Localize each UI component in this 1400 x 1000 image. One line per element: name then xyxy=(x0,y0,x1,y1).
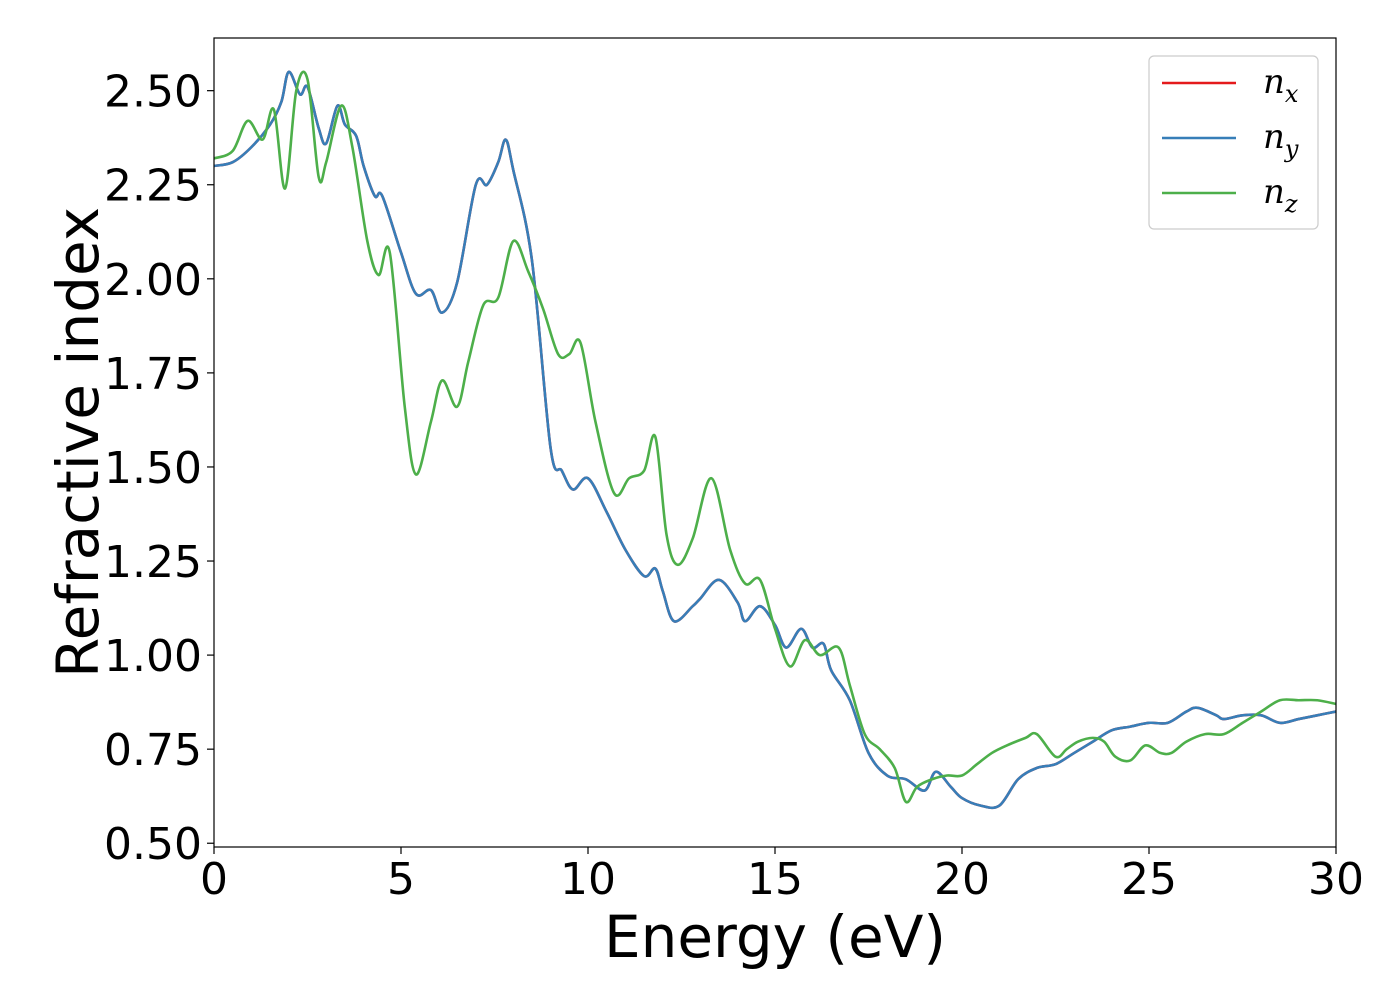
y-tick-label: 0.75 xyxy=(104,725,202,776)
x-tick-label: 10 xyxy=(560,854,616,905)
y-tick-label: 1.75 xyxy=(104,349,202,400)
x-tick-label: 25 xyxy=(1121,854,1177,905)
y-tick-label: 1.50 xyxy=(104,443,202,494)
y-axis-title: Refractive index xyxy=(44,207,112,678)
x-tick-label: 20 xyxy=(934,854,990,905)
y-tick-label: 0.50 xyxy=(104,819,202,870)
y-tick-label: 2.25 xyxy=(104,161,202,212)
x-tick-label: 5 xyxy=(387,854,415,905)
x-tick-label: 15 xyxy=(747,854,803,905)
y-tick-label: 1.00 xyxy=(104,631,202,682)
series-lines xyxy=(214,70,1336,810)
x-axis-title: Energy (eV) xyxy=(604,903,946,971)
series-line-ny xyxy=(214,70,1336,810)
x-tick-label: 30 xyxy=(1308,854,1364,905)
legend-box xyxy=(1148,55,1319,230)
x-axis-ticks: 0 5 10 15 20 25 30 xyxy=(200,847,1364,905)
y-tick-label: 2.50 xyxy=(104,67,202,118)
y-axis-ticks: 0.50 0.75 1.00 1.25 1.50 1.75 2.00 2.25 2.50 xyxy=(104,67,214,870)
y-tick-label: 1.25 xyxy=(104,537,202,588)
y-tick-label: 2.00 xyxy=(104,255,202,306)
x-tick-label: 0 xyxy=(200,854,228,905)
plot-frame xyxy=(213,37,1337,848)
series-line-nz xyxy=(214,70,1336,804)
